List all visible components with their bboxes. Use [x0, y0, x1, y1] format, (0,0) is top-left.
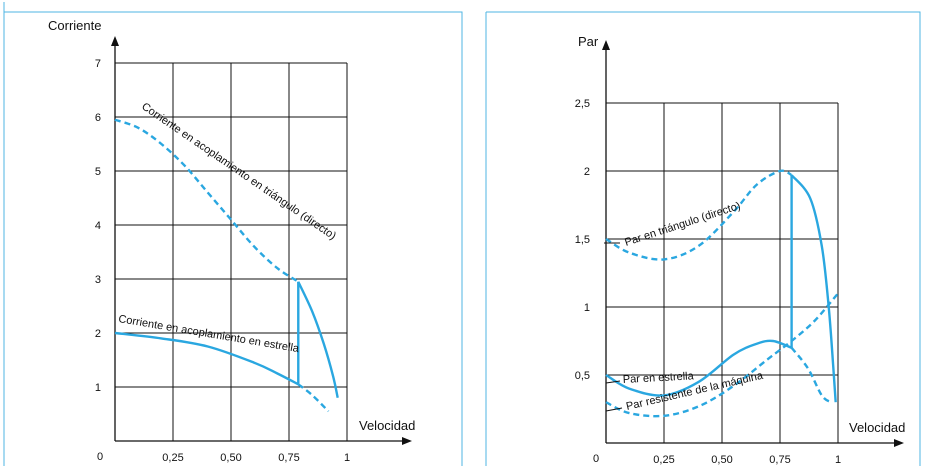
panel-frame-left [3, 2, 463, 466]
current-x-tick-label: 1 [344, 452, 350, 464]
torque-series-line-2 [605, 339, 793, 397]
torque-y-axis-arrow-icon [602, 40, 610, 50]
torque-chart-series-label-star: Par en estrella [623, 370, 695, 386]
current-y-tick-label: 1 [95, 382, 101, 394]
torque-chart-x-axis-label: Velocidad [849, 420, 905, 435]
current-y-tick-label: 5 [95, 166, 101, 178]
torque-y-tick-label: 1,5 [575, 234, 590, 246]
torque-y-tick-label: 2,5 [575, 98, 590, 110]
current-chart-axes [111, 36, 412, 445]
torque-x-axis-arrow-icon [894, 439, 904, 447]
current-x-tick-label: 0,75 [278, 452, 299, 464]
torque-chart-series [604, 169, 839, 418]
current-x-axis-arrow-icon [402, 437, 412, 445]
current-x-tick-label: 0,25 [162, 452, 183, 464]
torque-chart-y-axis-label: Par [578, 34, 599, 49]
torque-series-line-0 [605, 169, 793, 261]
torque-label-leader [605, 407, 623, 412]
current-chart: 0 0,25 0,50 0,75 1 1 2 3 4 5 6 7 Corriente Velocida… [48, 18, 415, 464]
current-chart-grid [115, 62, 348, 441]
torque-chart-tick-labels: 0 0,25 0,50 0,75 1 0,5 1 1,5 2 2,5 [575, 98, 841, 466]
torque-y-tick-label: 2 [584, 166, 590, 178]
torque-chart: 0 0,25 0,50 0,75 10,511,522,5 Par Velocidad … [575, 34, 906, 466]
torque-y-tick-label: 0,5 [575, 370, 590, 382]
current-y-tick-label: 6 [95, 112, 101, 124]
current-chart-series-label-star: Corriente en acoplamiento en estrella [118, 313, 301, 355]
torque-y-tick-label: 1 [584, 302, 590, 314]
current-y-tick-label: 7 [95, 58, 101, 70]
current-series-line-2 [114, 331, 299, 386]
current-chart-x-axis-label: Velocidad [359, 418, 415, 433]
torque-x-tick-label: 0,25 [653, 454, 674, 466]
torque-series-line-3 [790, 347, 832, 404]
torque-chart-grid [606, 102, 839, 443]
current-chart-y-axis-label: Corriente [48, 18, 101, 33]
torque-label-leader [605, 380, 621, 384]
current-x-tick-label: 0,50 [220, 452, 241, 464]
current-series-line-0 [114, 118, 299, 283]
current-chart-tick-labels: 0 0,25 0,50 0,75 1 1 2 3 4 5 6 7 [95, 58, 350, 464]
current-chart-series [114, 118, 339, 413]
current-chart-series-label-triangle: Corriente en acoplamiento en triángulo (… [139, 101, 338, 243]
panel-frame-right [485, 11, 921, 466]
current-x-tick-label: 0 [97, 451, 103, 463]
current-y-tick-label: 3 [95, 274, 101, 286]
current-series-line-1 [297, 281, 339, 399]
torque-series-line-1 [790, 174, 837, 403]
torque-x-tick-label: 0,50 [711, 454, 732, 466]
current-y-tick-label: 4 [95, 220, 101, 232]
current-series-line-3 [297, 383, 330, 413]
torque-x-tick-label: 0,75 [769, 454, 790, 466]
torque-series-line-4 [605, 292, 839, 418]
current-y-tick-label: 2 [95, 328, 101, 340]
torque-x-tick-label: 1 [835, 454, 841, 466]
torque-chart-series-label-triangle: Par en triángulo (directo) [623, 200, 742, 249]
torque-x-tick-label: 0 [593, 453, 599, 465]
torque-chart-axes [602, 40, 904, 447]
current-y-axis-arrow-icon [111, 36, 119, 46]
